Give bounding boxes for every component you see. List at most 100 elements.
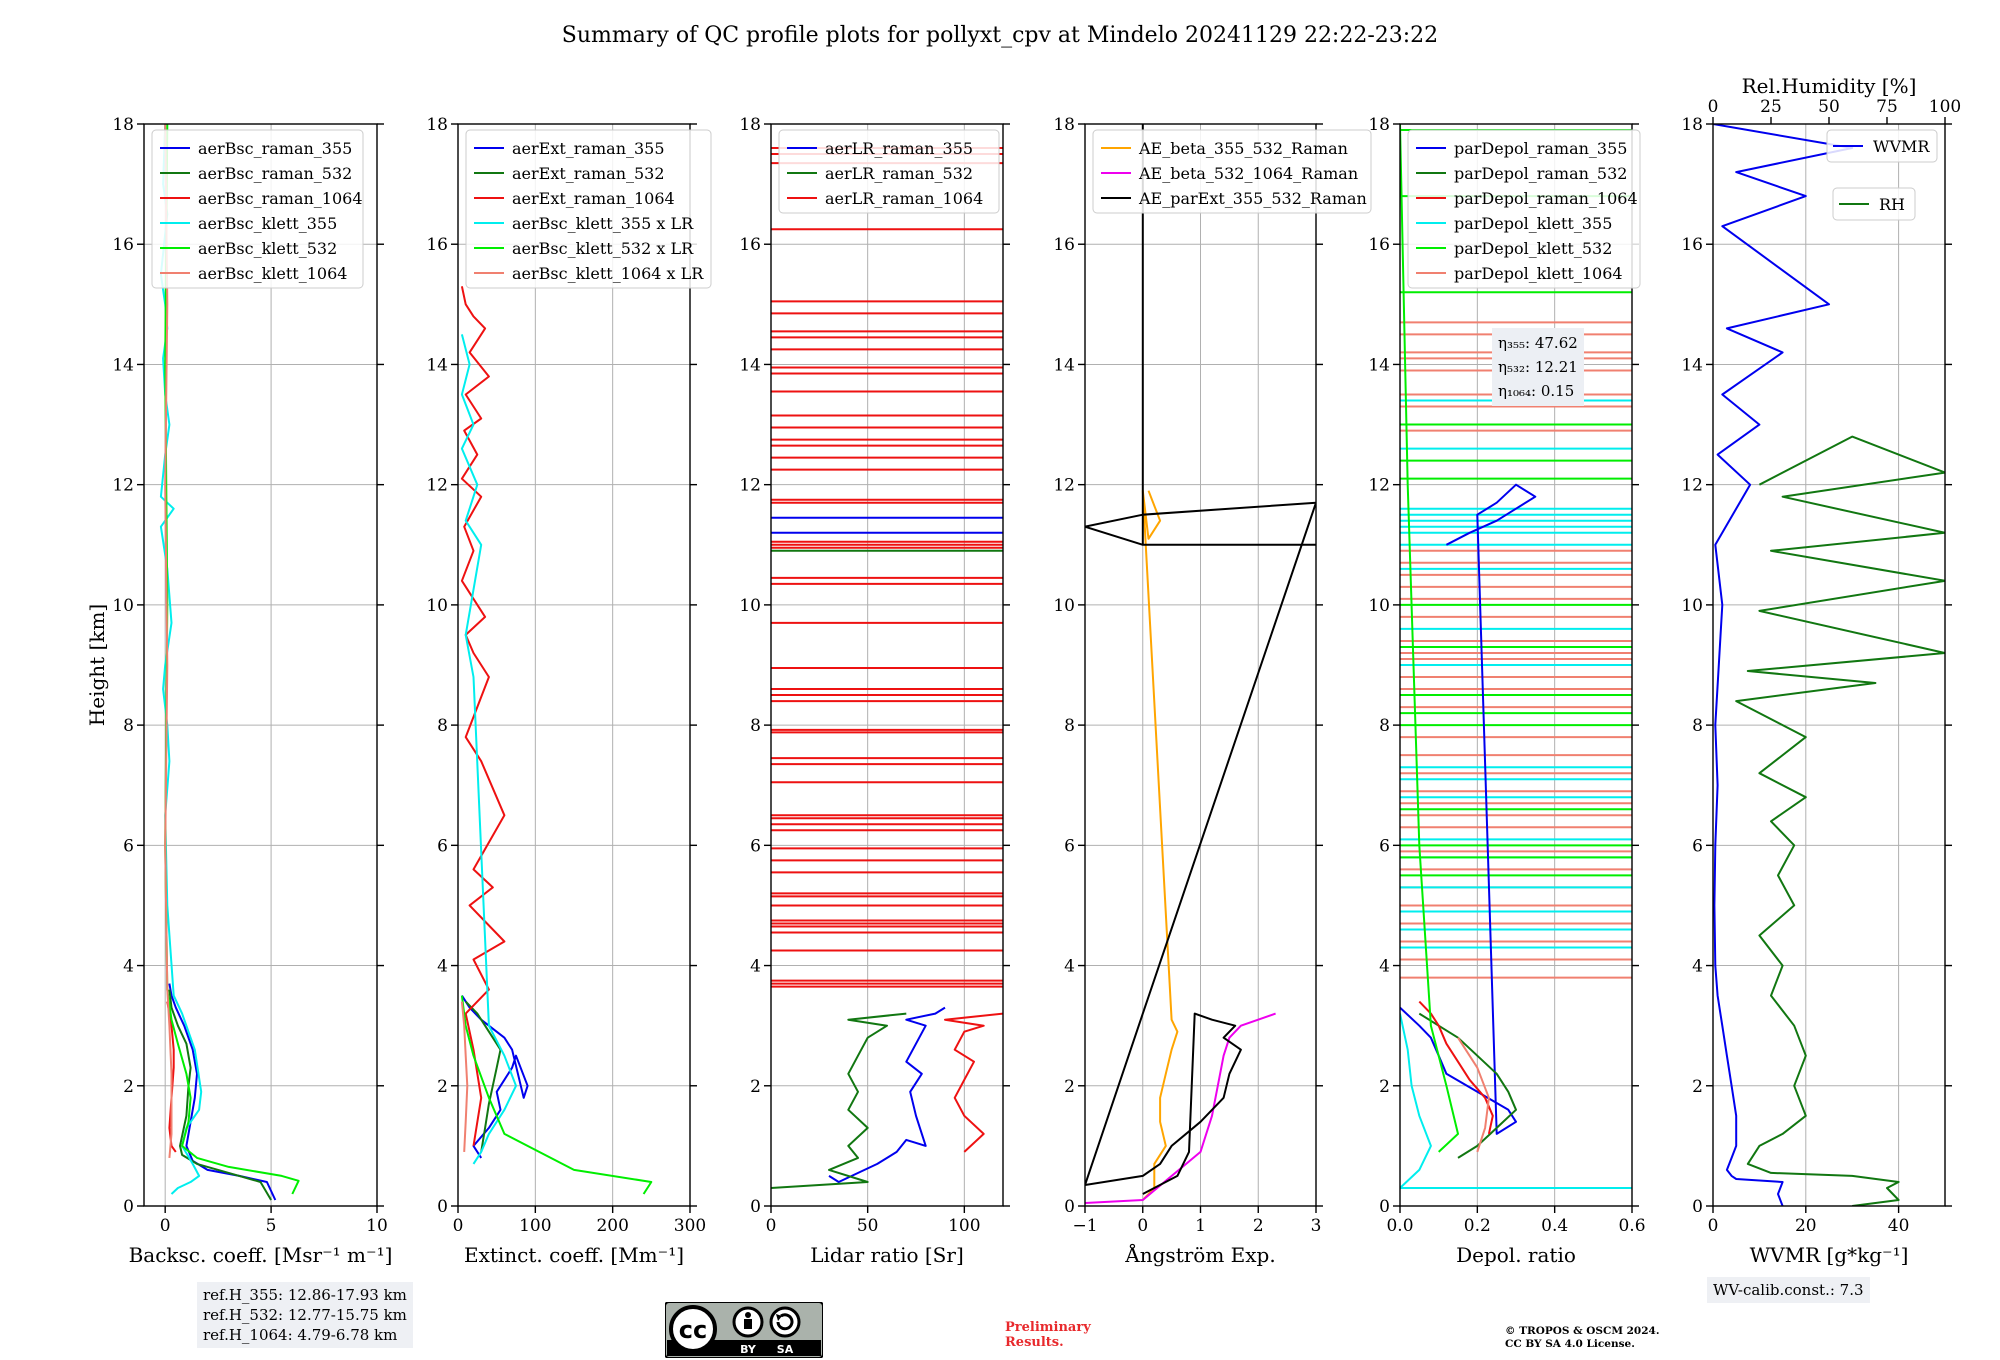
- panels: 0 2 4 6 8 10 12 14 16 18 0 5 10 Backsc. coeff. [Msr⁻¹…: [85, 74, 1961, 1267]
- legend-label: aerBsc_raman_355: [198, 139, 352, 158]
- legend-label: parDepol_klett_355: [1454, 214, 1612, 233]
- legend-box: [1832, 187, 1916, 221]
- x-tick-label: 20: [1795, 1216, 1817, 1236]
- panel-depol: 0 2 4 6 8 10 12 14 16 18 0.0 0.2 0.4 0.6 Depol. ratio p…: [1368, 115, 1645, 1267]
- legend-label: aerBsc_klett_532: [198, 239, 337, 258]
- y-tick-label: 10: [1681, 596, 1703, 616]
- page-title: Summary of QC profile plots for pollyxt_…: [562, 23, 1438, 48]
- preliminary-line: Preliminary: [1005, 1320, 1091, 1335]
- y-tick-label: 16: [739, 235, 761, 255]
- x-tick-label: 0: [766, 1216, 777, 1236]
- legend-box: [1092, 129, 1372, 214]
- x-tick-label: 5: [266, 1216, 277, 1236]
- x2-tick-label: 75: [1876, 97, 1898, 117]
- y-tick-label: 18: [739, 115, 761, 135]
- y-tick-label: 6: [1064, 836, 1075, 856]
- eta-532: η₅₃₂: 12.21: [1498, 358, 1578, 376]
- legend-box: [778, 129, 1000, 214]
- legend-label: aerBsc_raman_532: [198, 164, 352, 183]
- y-tick-label: 18: [1681, 115, 1703, 135]
- y-tick-label: 6: [123, 836, 134, 856]
- legend-label: aerBsc_klett_532 x LR: [512, 239, 694, 258]
- series-aerLR_raman_355: [828, 1006, 946, 1183]
- y-tick-label: 8: [123, 716, 134, 736]
- series-aerExt_raman_532: [464, 1000, 502, 1153]
- y-tick-label: 14: [112, 355, 134, 375]
- y-tick-label: 16: [112, 235, 134, 255]
- cc-sa-label: SA: [777, 1343, 794, 1356]
- x-tick-label: 0.0: [1386, 1216, 1413, 1236]
- x-tick-label: 0.2: [1464, 1216, 1491, 1236]
- x2-axis-label: Rel.Humidity [%]: [1742, 74, 1917, 98]
- y-tick-label: 18: [1368, 115, 1390, 135]
- y-tick-label: 0: [1064, 1197, 1075, 1217]
- y-tick-label: 8: [1692, 716, 1703, 736]
- legend-label: parDepol_raman_1064: [1454, 189, 1638, 208]
- eta-box: η₃₅₅: 47.62 η₅₃₂: 12.21 η₁₀₆₄: 0.15: [1492, 328, 1584, 406]
- legend-label: aerExt_raman_532: [512, 164, 665, 183]
- legend-label: aerLR_raman_532: [825, 164, 973, 183]
- x-axis-label: Backsc. coeff. [Msr⁻¹ m⁻¹]: [129, 1243, 393, 1267]
- panel-backscatter: 0 2 4 6 8 10 12 14 16 18 0 5 10 Backsc. coeff. [Msr⁻¹…: [85, 115, 392, 1267]
- y-tick-label: 4: [1379, 957, 1390, 977]
- y-tick-label: 14: [1681, 355, 1703, 375]
- y-tick-label: 12: [112, 476, 134, 496]
- legend-label: AE_parExt_355_532_Raman: [1138, 189, 1367, 208]
- x-axis-label: Depol. ratio: [1456, 1243, 1576, 1267]
- legend-label: aerLR_raman_355: [825, 139, 973, 158]
- y-tick-label: 4: [123, 957, 134, 977]
- cc-icon: [669, 1305, 717, 1353]
- series-aerExt_raman_1064: [460, 286, 506, 1147]
- series-aerBsc_klett_1064 x LR: [460, 1001, 469, 1152]
- series-parDepol_klett_1064: [1457, 1037, 1490, 1153]
- reference-height-1064: ref.H_1064: 4.79-6.78 km: [203, 1326, 398, 1344]
- y-tick-label: 8: [1064, 716, 1075, 736]
- y-axis-label: Height [km]: [85, 604, 109, 726]
- panel-lidar_ratio: 0 2 4 6 8 10 12 14 16 18 0 50 100 Lidar ratio [Sr] aer…: [739, 115, 1010, 1267]
- legend-label: parDepol_raman_355: [1454, 139, 1627, 158]
- legend-label: WVMR: [1873, 137, 1930, 156]
- preliminary-results-note: Preliminary Results.: [1005, 1320, 1091, 1350]
- y-tick-label: 12: [1053, 476, 1075, 496]
- series-aerBsc_klett_355 x LR: [460, 334, 517, 1165]
- y-tick-label: 14: [739, 355, 761, 375]
- series-RH: [1735, 435, 1945, 1206]
- legend-box: [1826, 129, 1938, 163]
- legend-label: aerBsc_klett_355 x LR: [512, 214, 694, 233]
- x-axis-label: Extinct. coeff. [Mm⁻¹]: [464, 1243, 684, 1267]
- x-tick-label: 0: [453, 1216, 464, 1236]
- legend-label: aerExt_raman_355: [512, 139, 665, 158]
- series-aerExt_raman_355: [461, 995, 529, 1159]
- y-tick-label: 0: [1692, 1197, 1703, 1217]
- x2-tick-label: 100: [1929, 97, 1961, 117]
- x-axis-label: WVMR [g*kg⁻¹]: [1750, 1243, 1909, 1267]
- y-tick-label: 10: [112, 596, 134, 616]
- y-tick-label: 0: [437, 1197, 448, 1217]
- cc-by-label: BY: [740, 1343, 757, 1356]
- reference-height-355: ref.H_355: 12.86-17.93 km: [203, 1286, 407, 1304]
- y-tick-label: 18: [1053, 115, 1075, 135]
- x2-tick-label: 25: [1760, 97, 1782, 117]
- legend-box: [1407, 129, 1641, 289]
- legend-label: parDepol_klett_1064: [1454, 264, 1623, 283]
- y-tick-label: 14: [1368, 355, 1390, 375]
- reference-height-532: ref.H_532: 12.77-15.75 km: [203, 1306, 407, 1324]
- y-tick-label: 14: [426, 355, 448, 375]
- x-tick-label: 2: [1253, 1216, 1264, 1236]
- series-parDepol_raman_1064: [1418, 1000, 1494, 1135]
- x-axis-label: Ångström Exp.: [1124, 1242, 1275, 1267]
- y-tick-label: 2: [1692, 1077, 1703, 1097]
- y-tick-label: 0: [123, 1197, 134, 1217]
- series-aerBsc_klett_1064: [164, 124, 173, 1158]
- series-AE_beta_532_1064_Raman: [1085, 1012, 1276, 1204]
- y-tick-label: 2: [1379, 1077, 1390, 1097]
- y-tick-label: 16: [1681, 235, 1703, 255]
- x-tick-label: 3: [1311, 1216, 1322, 1236]
- axes-frame: [1399, 123, 1633, 1207]
- x-tick-label: 0.4: [1541, 1216, 1568, 1236]
- y-tick-label: 14: [1053, 355, 1075, 375]
- legend-label: aerBsc_raman_1064: [198, 189, 363, 208]
- y-tick-label: 8: [437, 716, 448, 736]
